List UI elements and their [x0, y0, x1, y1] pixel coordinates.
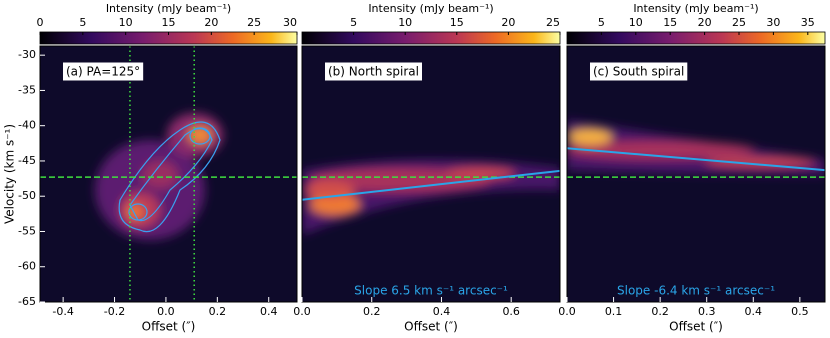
y-tick-label: -65 [18, 295, 36, 308]
colorbar-label: Intensity (mJy beam⁻¹) [106, 2, 231, 15]
fit-line [301, 169, 561, 201]
y-tick-label: -30 [18, 48, 36, 61]
colorbar-tick-label: 5 [79, 16, 86, 29]
colorbar-tick-label: 35 [801, 16, 815, 29]
y-tick-label: -40 [18, 119, 36, 132]
colorbar-tick-label: 10 [119, 16, 133, 29]
colorbar-tick-label: 10 [629, 16, 643, 29]
x-tick-label: -0.2 [104, 305, 125, 318]
fit-line [566, 147, 826, 172]
annotation: Slope -6.4 km s⁻¹ arcsec⁻¹ [617, 284, 775, 298]
plot-frame [39, 45, 298, 303]
x-tick-label: 0.2 [651, 305, 669, 318]
colorbar-tick-label: 25 [546, 16, 560, 29]
heatmap-c [567, 46, 825, 302]
x-tick-label: 0.5 [791, 305, 809, 318]
y-tick-label: -55 [18, 224, 36, 237]
annotation: Slope 6.5 km s⁻¹ arcsec⁻¹ [354, 284, 508, 298]
panel-label-box [63, 62, 144, 81]
colorbar-tick-label: 15 [663, 16, 677, 29]
colorbar-label: Intensity (mJy beam⁻¹) [633, 2, 758, 15]
colorbar-tick-label: 15 [450, 16, 464, 29]
x-tick-label: 0.0 [157, 305, 175, 318]
panel-label: (b) North spiral [328, 65, 419, 79]
x-tick-label: 0.0 [558, 305, 576, 318]
colorbar-tick-label: 15 [162, 16, 176, 29]
colorbar-tick-label: 0 [37, 16, 44, 29]
y-tick-label: -35 [18, 83, 36, 96]
colorbar-tick-label: 25 [247, 16, 261, 29]
colorbar [301, 31, 561, 45]
colorbar [566, 31, 826, 45]
heatmap-b [302, 46, 560, 302]
x-tick-label: 0.0 [293, 305, 311, 318]
x-tick-label: 0.2 [363, 305, 381, 318]
panel-label-box [590, 62, 688, 81]
plot-frame [566, 45, 826, 303]
x-tick-label: 0.4 [260, 305, 278, 318]
x-tick-label: 0.2 [209, 305, 227, 318]
colorbar-tick-label: 10 [398, 16, 412, 29]
panel-label: (c) South spiral [593, 65, 684, 79]
x-tick-label: 0.4 [433, 305, 451, 318]
colorbar-tick-label: 20 [501, 16, 515, 29]
colorbar-tick-label: 5 [598, 16, 605, 29]
colorbar-tick-label: 20 [204, 16, 218, 29]
colorbar-tick-label: 30 [283, 16, 297, 29]
plot-frame [301, 45, 561, 303]
y-tick-label: -45 [18, 154, 36, 167]
x-tick-label: 0.1 [605, 305, 623, 318]
y-tick-label: -60 [18, 260, 36, 273]
colorbar-tick-label: 20 [698, 16, 712, 29]
colorbar-tick-label: 25 [732, 16, 746, 29]
colorbar-label: Intensity (mJy beam⁻¹) [368, 2, 493, 15]
panel-label: (a) PA=125° [66, 65, 140, 79]
colorbar-tick-label: 5 [350, 16, 357, 29]
x-axis-label: Offset (″) [669, 320, 723, 334]
y-tick-label: -50 [18, 189, 36, 202]
colorbar-tick-label: 30 [766, 16, 780, 29]
y-axis-label: Velocity (km s⁻¹) [3, 124, 17, 224]
x-axis-label: Offset (″) [404, 320, 458, 334]
x-tick-label: 0.3 [698, 305, 716, 318]
x-tick-label: 0.6 [502, 305, 520, 318]
x-axis-label: Offset (″) [142, 320, 196, 334]
heatmap-a [40, 46, 297, 302]
x-tick-label: -0.4 [52, 305, 73, 318]
panel-label-box [325, 62, 422, 81]
x-tick-label: 0.4 [745, 305, 763, 318]
